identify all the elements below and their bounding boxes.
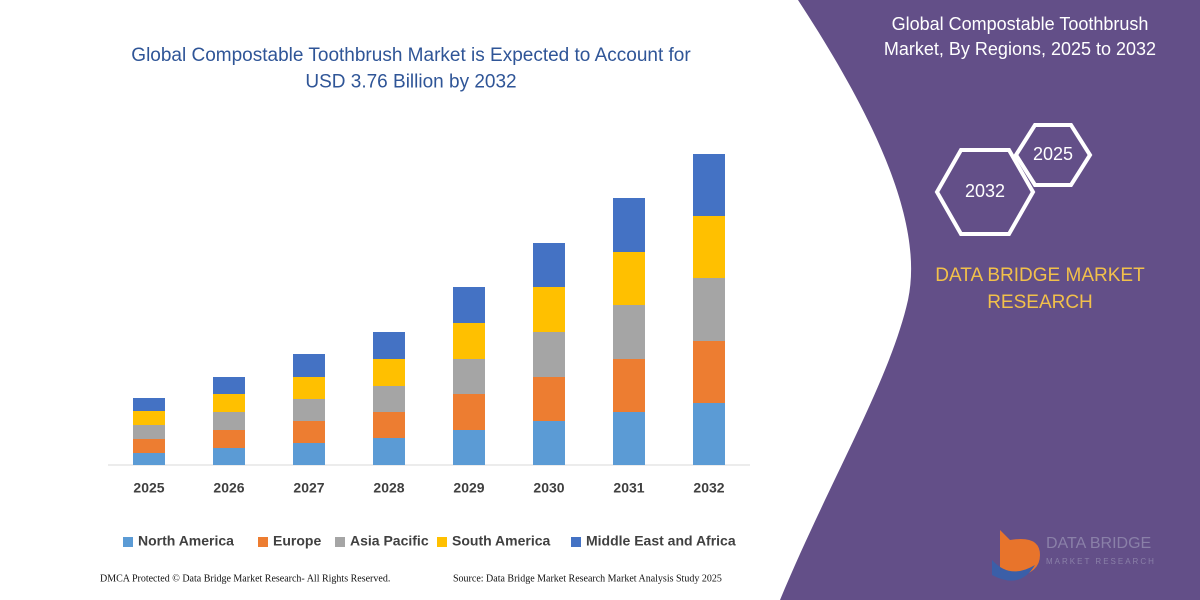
legend-label: Middle East and Africa	[586, 533, 736, 549]
bar-segment	[293, 421, 325, 443]
bar-segment	[373, 386, 405, 412]
bar-segment	[533, 421, 565, 465]
footer-left: DMCA Protected © Data Bridge Market Rese…	[100, 573, 390, 584]
bar-segment	[693, 278, 725, 341]
bar-segment	[533, 287, 565, 332]
bar-segment	[293, 377, 325, 399]
bar-segment	[373, 359, 405, 386]
x-tick-label: 2025	[133, 480, 164, 496]
legend-swatch	[571, 537, 581, 547]
bar-segment	[293, 354, 325, 377]
x-tick-label: 2031	[613, 480, 644, 496]
bar-segment	[293, 443, 325, 465]
legend-swatch	[437, 537, 447, 547]
hex-label: 2032	[965, 181, 1005, 201]
bar-segment	[613, 305, 645, 359]
bar-segment	[693, 403, 725, 465]
bar-segment	[453, 323, 485, 359]
x-tick-label: 2029	[453, 480, 484, 496]
x-tick-label: 2026	[213, 480, 244, 496]
bar-segment	[213, 394, 245, 412]
bar-segment	[133, 398, 165, 411]
side-panel	[780, 0, 1200, 600]
legend-label: North America	[138, 533, 234, 549]
x-tick-label: 2030	[533, 480, 564, 496]
hex-label: 2025	[1033, 144, 1073, 164]
footer-right: Source: Data Bridge Market Research Mark…	[453, 573, 722, 584]
bar-segment	[693, 216, 725, 278]
hexagon	[934, 148, 1036, 236]
chart-title: Global Compostable Toothbrush Market is …	[131, 45, 691, 93]
bar-segment	[613, 359, 645, 412]
brand-text: DATA BRIDGE MARKET	[935, 265, 1145, 286]
bar-segment	[613, 252, 645, 305]
bar-segment	[453, 359, 485, 394]
bar-segment	[133, 453, 165, 465]
legend-swatch	[258, 537, 268, 547]
bar-segment	[693, 341, 725, 403]
legend-label: South America	[452, 533, 550, 549]
bar-segment	[213, 430, 245, 448]
legend-label: Asia Pacific	[350, 533, 429, 549]
bar-segment	[613, 412, 645, 465]
bar-segment	[213, 412, 245, 430]
x-tick-label: 2027	[293, 480, 324, 496]
bar-segment	[373, 438, 405, 465]
logo-icon	[1000, 530, 1040, 578]
bar-segment	[133, 411, 165, 425]
x-tick-label: 2032	[693, 480, 724, 496]
hexagon	[1013, 123, 1093, 187]
bar-segment	[453, 430, 485, 465]
bar-segment	[613, 198, 645, 252]
bar-segment	[453, 287, 485, 323]
bar-segment	[453, 394, 485, 430]
bar-segment	[133, 439, 165, 453]
legend-label: Europe	[273, 533, 321, 549]
panel-title: Global Compostable Toothbrush Market, By …	[884, 14, 1156, 59]
bar-segment	[373, 332, 405, 359]
bar-segment	[533, 243, 565, 287]
bar-segment	[133, 425, 165, 439]
logo-text: MARKET RESEARCH	[1046, 557, 1156, 566]
brand-text: RESEARCH	[987, 292, 1093, 313]
bar-segment	[213, 377, 245, 394]
bar-segment	[533, 332, 565, 377]
x-tick-label: 2028	[373, 480, 404, 496]
bar-segment	[693, 154, 725, 216]
bar-segment	[533, 377, 565, 421]
legend-swatch	[123, 537, 133, 547]
bar-segment	[213, 448, 245, 465]
legend-swatch	[335, 537, 345, 547]
logo-icon	[992, 560, 1035, 581]
bar-segment	[373, 412, 405, 438]
logo-text: DATA BRIDGE	[1046, 535, 1151, 552]
bar-segment	[293, 399, 325, 421]
